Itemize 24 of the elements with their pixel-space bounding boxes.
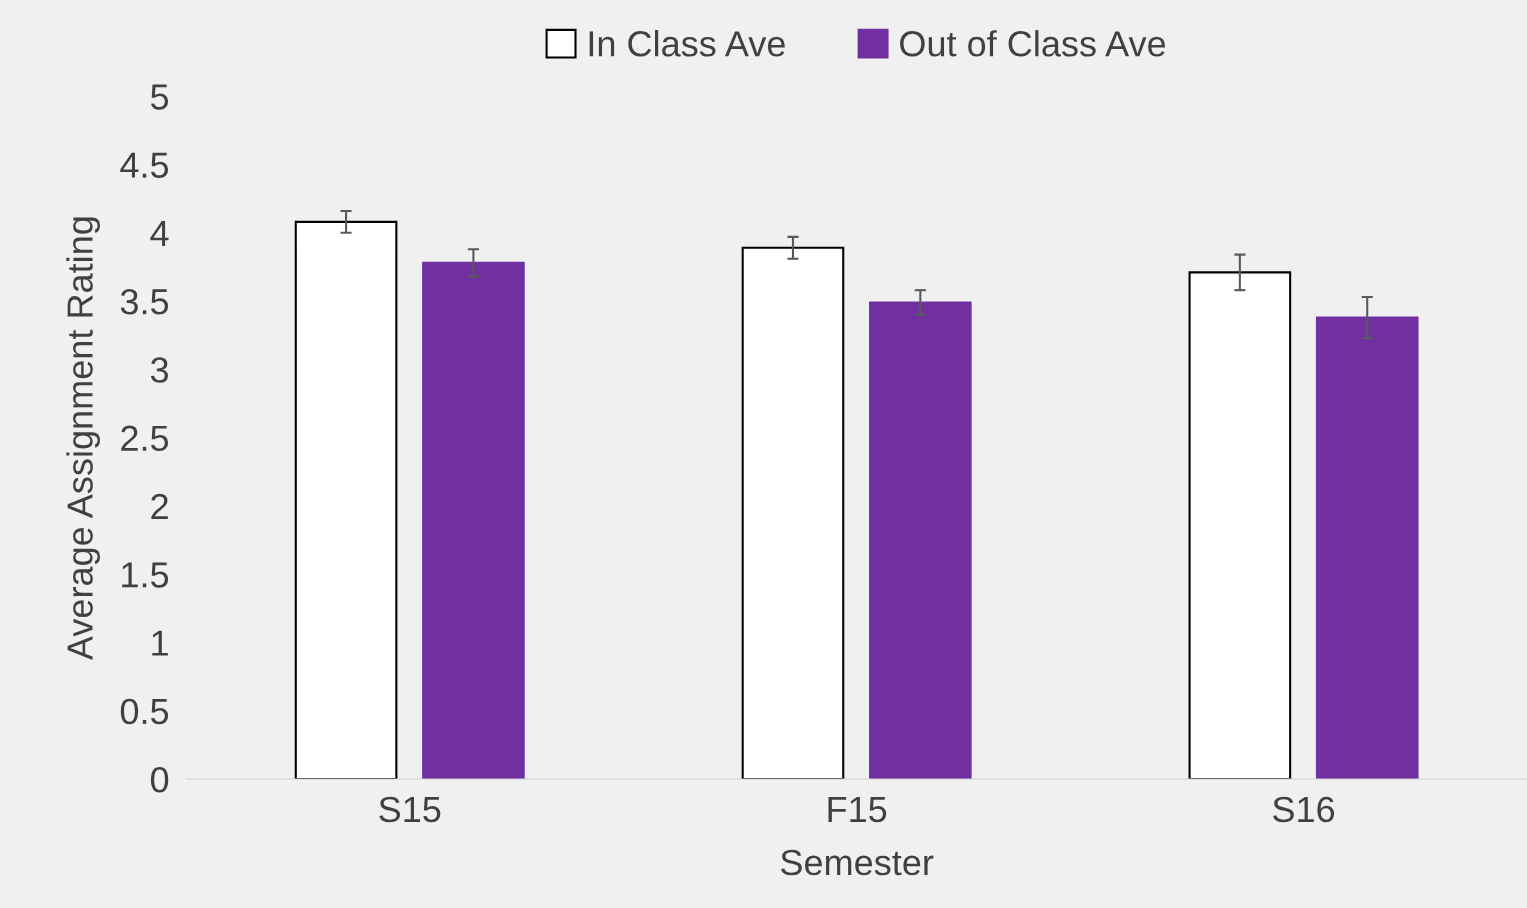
y-tick-label: 1 — [152, 630, 168, 656]
bar — [422, 261, 525, 780]
bar — [1315, 316, 1419, 780]
y-tick-label: 4 — [150, 221, 169, 246]
y-tick-label: 3.5 — [120, 288, 169, 315]
bar — [869, 301, 972, 780]
bar — [294, 220, 398, 780]
y-tick-label: 0 — [150, 766, 169, 793]
x-tick-label: S16 — [1273, 796, 1335, 823]
y-tick-label: 3 — [150, 357, 169, 383]
bar — [1188, 271, 1292, 780]
legend-label: Out of Class Ave — [900, 30, 1166, 57]
y-tick-label: 5 — [150, 84, 169, 110]
bar — [741, 246, 845, 780]
y-tick-label: 0.5 — [120, 698, 169, 725]
y-axis-title: Average Assignment Rating — [66, 217, 100, 661]
y-tick-label: 2 — [151, 493, 168, 520]
x-axis-title: Semester — [781, 849, 934, 876]
legend-label: In Class Ave — [589, 30, 785, 57]
y-tick-label: 4.5 — [120, 152, 169, 178]
x-tick-label: F15 — [828, 797, 887, 823]
x-tick-label: S15 — [379, 796, 441, 823]
y-tick-label: 2.5 — [121, 425, 169, 452]
y-tick-label: 1.5 — [122, 562, 169, 588]
